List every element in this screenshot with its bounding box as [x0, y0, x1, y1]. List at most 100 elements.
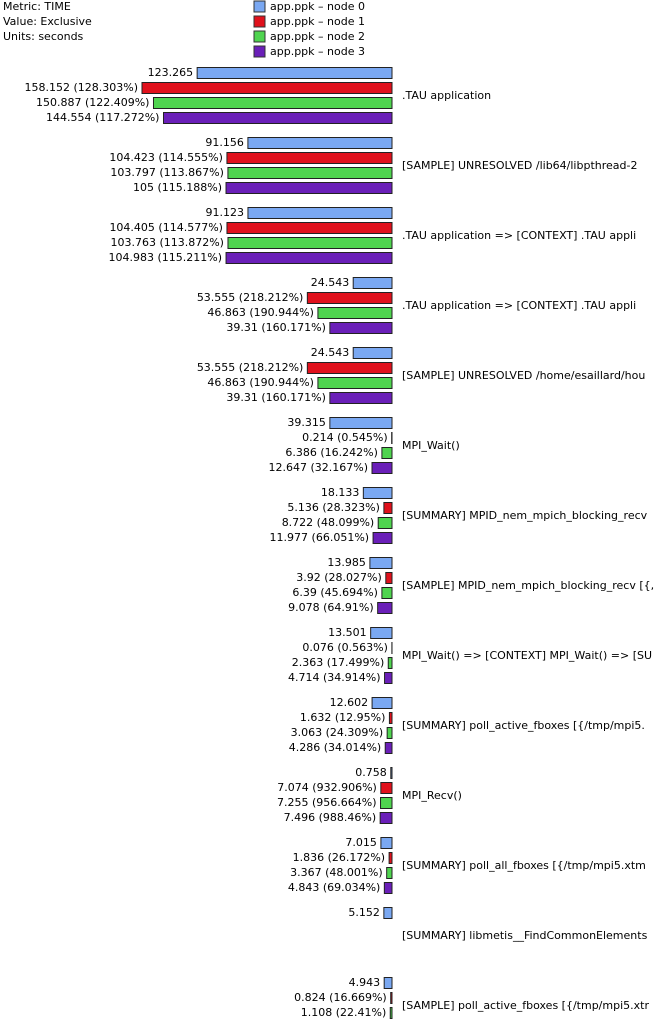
category-label: [SUMMARY] MPID_nem_mpich_blocking_recv	[402, 509, 648, 522]
value-label: 103.763 (113.872%)	[110, 236, 224, 249]
value-label: 1.632 (12.95%)	[300, 711, 386, 724]
value-label: 91.156	[205, 136, 244, 149]
bar	[329, 322, 393, 334]
bar	[152, 97, 393, 109]
value-label: 7.074 (932.906%)	[277, 781, 377, 794]
value-label: 0.076 (0.563%)	[302, 641, 388, 654]
bar	[387, 657, 393, 669]
legend-label: app.ppk – node 1	[270, 15, 365, 28]
legend-label: app.ppk – node 2	[270, 30, 365, 43]
value-label: 7.255 (956.664%)	[277, 796, 377, 809]
bar	[362, 487, 393, 499]
bar	[388, 852, 393, 864]
value-label: 103.797 (113.867%)	[110, 166, 224, 179]
bar	[385, 572, 393, 584]
value-label: 5.152	[348, 906, 380, 919]
bar	[386, 867, 393, 879]
bar	[384, 742, 393, 754]
value-label: 3.367 (48.001%)	[290, 866, 383, 879]
bar	[380, 837, 393, 849]
bar	[317, 307, 393, 319]
bar	[247, 207, 393, 219]
value-label: 6.386 (16.242%)	[285, 446, 378, 459]
value-label: 158.152 (128.303%)	[24, 81, 138, 94]
value-label: 0.214 (0.545%)	[302, 431, 388, 444]
value-label: 4.714 (34.914%)	[288, 671, 381, 684]
bar	[196, 67, 393, 79]
bar	[352, 277, 393, 289]
bar	[383, 907, 393, 919]
bar	[384, 672, 393, 684]
value-label: 11.977 (66.051%)	[270, 531, 370, 544]
bar	[226, 222, 393, 234]
value-label: 39.315	[287, 416, 326, 429]
bar	[380, 797, 393, 809]
value-label: 123.265	[148, 66, 194, 79]
metric-line: Metric: TIME	[3, 0, 71, 13]
bar	[329, 392, 393, 404]
bar	[388, 712, 393, 724]
bar	[381, 447, 393, 459]
bar	[379, 812, 393, 824]
bar	[380, 782, 393, 794]
value-label: 104.423 (114.555%)	[109, 151, 223, 164]
value-label: 4.943	[349, 976, 381, 989]
bar	[227, 167, 393, 179]
category-label: [SUMMARY] poll_all_fboxes [{/tmp/mpi5.xt…	[402, 859, 646, 872]
value-label: 13.501	[328, 626, 367, 639]
value-label: 0.824 (16.669%)	[294, 991, 387, 1004]
value-label: 46.863 (190.944%)	[207, 306, 314, 319]
bar	[306, 362, 393, 374]
bar	[141, 82, 393, 94]
bar	[369, 557, 393, 569]
value-label: 104.405 (114.577%)	[109, 221, 223, 234]
bar	[247, 137, 393, 149]
category-label: [SAMPLE] UNRESOLVED /lib64/libpthread-2	[402, 159, 637, 172]
bar	[372, 532, 393, 544]
category-label: [SAMPLE] UNRESOLVED /home/esaillard/hou	[402, 369, 645, 382]
value-label: 3.92 (28.027%)	[296, 571, 382, 584]
value-label: 144.554 (117.272%)	[46, 111, 160, 124]
category-label: .TAU application => [CONTEXT] .TAU appli	[402, 299, 636, 312]
value-label: 91.123	[205, 206, 244, 219]
bar	[383, 502, 393, 514]
category-label: [SUMMARY] libmetis__FindCommonElements	[402, 929, 648, 942]
legend-swatch	[253, 15, 266, 28]
bar	[371, 462, 393, 474]
metric-line: Units: seconds	[3, 30, 84, 43]
legend-label: app.ppk – node 3	[270, 45, 365, 58]
value-label: 9.078 (64.91%)	[288, 601, 374, 614]
bar	[226, 152, 393, 164]
value-label: 53.555 (218.212%)	[197, 291, 304, 304]
value-label: 39.31 (160.171%)	[226, 391, 326, 404]
bar	[386, 727, 393, 739]
bar	[352, 347, 393, 359]
value-label: 7.015	[345, 836, 377, 849]
value-label: 104.983 (115.211%)	[109, 251, 223, 264]
bar	[389, 1007, 393, 1019]
value-label: 13.985	[327, 556, 366, 569]
legend-label: app.ppk – node 0	[270, 0, 365, 13]
category-label: .TAU application	[402, 89, 491, 102]
value-label: 5.136 (28.323%)	[287, 501, 380, 514]
value-label: 12.647 (32.167%)	[268, 461, 368, 474]
bar	[377, 517, 393, 529]
value-label: 105 (115.188%)	[133, 181, 222, 194]
legend-swatch	[253, 30, 266, 43]
bar	[383, 977, 393, 989]
metric-line: Value: Exclusive	[3, 15, 92, 28]
value-label: 7.496 (988.46%)	[284, 811, 377, 824]
value-label: 12.602	[330, 696, 369, 709]
value-label: 53.555 (218.212%)	[197, 361, 304, 374]
bar	[381, 587, 393, 599]
value-label: 1.108 (22.41%)	[301, 1006, 387, 1019]
category-label: [SAMPLE] poll_active_fboxes [{/tmp/mpi5.…	[402, 999, 649, 1012]
value-label: 150.887 (122.409%)	[36, 96, 150, 109]
value-label: 6.39 (45.694%)	[292, 586, 378, 599]
bar	[162, 112, 393, 124]
legend-swatch	[253, 45, 266, 58]
value-label: 0.758	[355, 766, 387, 779]
value-label: 1.836 (26.172%)	[293, 851, 386, 864]
category-label: MPI_Wait() => [CONTEXT] MPI_Wait() => [S…	[402, 649, 652, 662]
